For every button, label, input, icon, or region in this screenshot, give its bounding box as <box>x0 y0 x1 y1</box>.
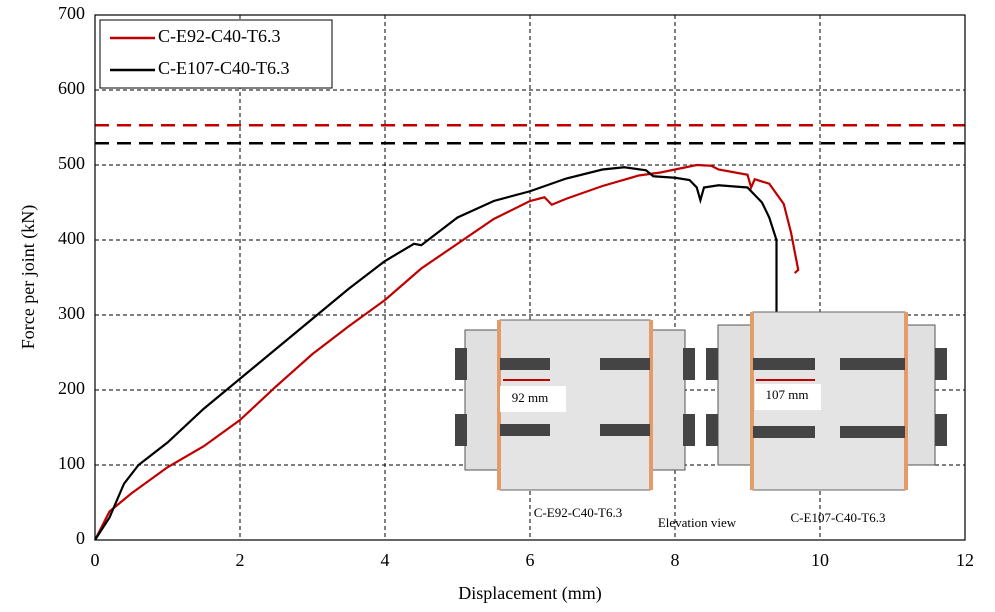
y-tick-label: 300 <box>58 303 85 323</box>
x-tick-label: 0 <box>91 550 100 570</box>
y-tick-label: 600 <box>58 78 85 98</box>
x-tick-label: 2 <box>236 550 245 570</box>
y-tick-label: 100 <box>58 453 85 473</box>
annotation: 107 mm <box>766 387 809 402</box>
plot-frame <box>94 14 966 541</box>
data-line <box>94 163 800 541</box>
legend-box <box>99 19 333 89</box>
y-tick-label: 500 <box>58 153 85 173</box>
x-tick-label: 12 <box>956 550 974 570</box>
y-axis-label: Force per joint (kN) <box>18 205 39 349</box>
y-tick-label: 400 <box>58 228 85 248</box>
x-tick-label: 10 <box>811 550 829 570</box>
annotation: 92 mm <box>512 390 548 405</box>
x-tick-label: 4 <box>381 550 390 570</box>
annotation: C-E92-C40-T6.3 <box>534 505 622 520</box>
legend-label: C-E92-C40-T6.3 <box>158 26 280 46</box>
x-tick-label: 6 <box>526 550 535 570</box>
data-line <box>94 166 778 541</box>
y-tick-label: 0 <box>76 528 85 548</box>
y-tick-label: 200 <box>58 378 85 398</box>
specimen-diagram: 92 mm 107 mm C-E92-C40-T6.3 Elevation vi… <box>455 311 947 530</box>
x-axis-label: Displacement (mm) <box>458 583 601 604</box>
annotation: Elevation view <box>658 515 737 530</box>
legend-label: C-E107-C40-T6.3 <box>158 58 289 78</box>
y-tick-label: 700 <box>58 3 85 23</box>
x-tick-label: 8 <box>671 550 680 570</box>
annotation: C-E107-C40-T6.3 <box>791 510 886 525</box>
